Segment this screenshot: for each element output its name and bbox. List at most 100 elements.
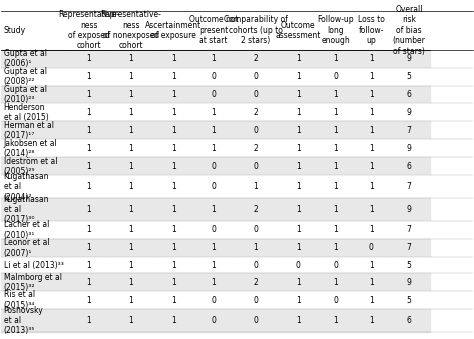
Bar <box>152 239 195 257</box>
Bar <box>355 239 388 257</box>
Text: 1: 1 <box>296 182 301 191</box>
Bar <box>110 121 152 139</box>
Text: 1: 1 <box>369 182 374 191</box>
Bar <box>317 257 355 273</box>
Bar <box>232 11 279 49</box>
Text: Outcome
assessment: Outcome assessment <box>275 21 321 40</box>
Bar <box>110 291 152 309</box>
Text: Ris et al
(2015)³⁴: Ris et al (2015)³⁴ <box>4 291 35 310</box>
Text: 9: 9 <box>407 205 411 214</box>
Text: 1: 1 <box>86 261 91 270</box>
Bar <box>317 49 355 67</box>
Bar <box>355 103 388 121</box>
Bar <box>67 157 110 175</box>
Text: Herman et al
(2017)¹⁷: Herman et al (2017)¹⁷ <box>4 121 54 140</box>
Bar <box>317 309 355 332</box>
Text: 1: 1 <box>334 144 338 153</box>
Text: 1: 1 <box>171 243 176 253</box>
Bar <box>110 273 152 291</box>
Text: Lacher et al
(2010)³¹: Lacher et al (2010)³¹ <box>4 220 49 240</box>
Bar <box>152 11 195 49</box>
Text: 2: 2 <box>254 54 258 63</box>
Text: 1: 1 <box>334 205 338 214</box>
Bar <box>152 139 195 157</box>
Bar <box>232 121 279 139</box>
Bar <box>279 85 317 103</box>
Bar <box>279 291 317 309</box>
Text: 0: 0 <box>334 72 338 81</box>
Bar <box>152 67 195 85</box>
Text: 1: 1 <box>334 278 338 287</box>
Text: 1: 1 <box>86 225 91 235</box>
Text: Comparability of
cohorts (up to
2 stars): Comparability of cohorts (up to 2 stars) <box>224 15 288 45</box>
Bar <box>232 67 279 85</box>
Bar <box>279 175 317 198</box>
Text: 0: 0 <box>254 162 258 171</box>
Text: 1: 1 <box>128 108 133 117</box>
Bar <box>195 291 232 309</box>
Bar <box>355 273 388 291</box>
Text: 0: 0 <box>211 90 216 99</box>
Bar <box>152 103 195 121</box>
Text: 1: 1 <box>128 182 133 191</box>
Text: 1: 1 <box>296 225 301 235</box>
Bar <box>388 121 430 139</box>
Text: 1: 1 <box>86 243 91 253</box>
Bar <box>67 49 110 67</box>
Bar <box>1 273 67 291</box>
Bar <box>110 85 152 103</box>
Text: 0: 0 <box>254 126 258 135</box>
Bar <box>317 273 355 291</box>
Bar <box>388 67 430 85</box>
Bar <box>317 157 355 175</box>
Bar <box>195 273 232 291</box>
Text: 5: 5 <box>407 72 411 81</box>
Text: 1: 1 <box>334 225 338 235</box>
Text: 1: 1 <box>369 296 374 305</box>
Bar <box>232 85 279 103</box>
Text: 1: 1 <box>211 243 216 253</box>
Bar <box>279 67 317 85</box>
Text: 1: 1 <box>296 278 301 287</box>
Text: 0: 0 <box>254 72 258 81</box>
Bar <box>232 309 279 332</box>
Text: 1: 1 <box>296 316 301 325</box>
Bar <box>195 139 232 157</box>
Text: 1: 1 <box>171 182 176 191</box>
Text: 1: 1 <box>254 243 258 253</box>
Bar <box>388 257 430 273</box>
Bar <box>152 85 195 103</box>
Bar <box>355 157 388 175</box>
Text: 6: 6 <box>407 316 411 325</box>
Bar <box>317 139 355 157</box>
Text: 1: 1 <box>211 205 216 214</box>
Bar <box>67 121 110 139</box>
Text: 6: 6 <box>407 162 411 171</box>
Text: 1: 1 <box>296 54 301 63</box>
Bar <box>67 85 110 103</box>
Bar <box>110 139 152 157</box>
Text: 1: 1 <box>86 205 91 214</box>
Bar <box>355 309 388 332</box>
Bar <box>355 67 388 85</box>
Text: 1: 1 <box>86 316 91 325</box>
Text: 7: 7 <box>407 225 411 235</box>
Bar <box>152 309 195 332</box>
Bar <box>355 85 388 103</box>
Text: 0: 0 <box>211 162 216 171</box>
Text: Kugathasan
et al
(2017)³⁰: Kugathasan et al (2017)³⁰ <box>4 195 49 224</box>
Text: 1: 1 <box>369 316 374 325</box>
Text: 1: 1 <box>334 54 338 63</box>
Text: 1: 1 <box>86 144 91 153</box>
Bar <box>232 257 279 273</box>
Bar <box>152 49 195 67</box>
Bar <box>1 11 67 49</box>
Text: Gupta et al
(2008)²²: Gupta et al (2008)²² <box>4 67 47 86</box>
Bar <box>317 85 355 103</box>
Bar <box>279 11 317 49</box>
Bar <box>67 257 110 273</box>
Text: 0: 0 <box>211 225 216 235</box>
Text: 1: 1 <box>296 243 301 253</box>
Bar <box>279 139 317 157</box>
Text: 0: 0 <box>254 316 258 325</box>
